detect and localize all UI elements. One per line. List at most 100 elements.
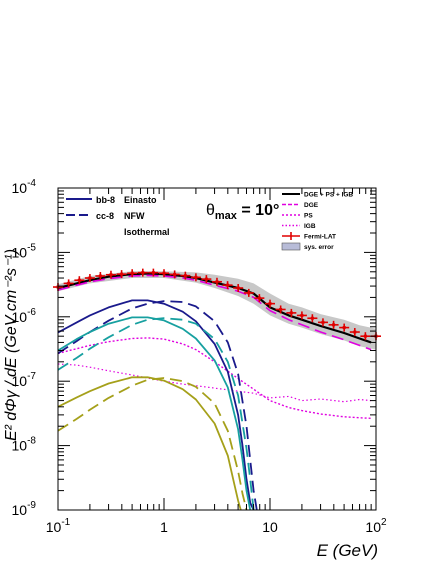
fermi-point-marker <box>151 271 155 275</box>
series-layer <box>57 272 372 511</box>
fermi-point-marker <box>310 316 314 320</box>
fermi-point <box>127 269 138 278</box>
y-tick-exponent: -8 <box>27 436 36 447</box>
fermi-point-marker <box>204 277 208 281</box>
y-axis-ticks: 10-910-810-710-610-510-4 <box>12 178 376 518</box>
fermi-point <box>95 272 106 281</box>
x-tick-label: 10-1 <box>46 517 71 535</box>
y-tick-exponent: -5 <box>27 242 36 253</box>
fermi-point <box>211 277 222 286</box>
fermi-point-marker <box>141 271 145 275</box>
x-tick-label: 10 <box>262 519 278 535</box>
fermi-point <box>137 268 148 277</box>
fermi-point-marker <box>342 326 346 330</box>
fermi-point-marker <box>247 291 251 295</box>
y-tick-exponent: -7 <box>27 371 36 382</box>
x-tick-base: 1 <box>160 519 168 535</box>
fermi-point <box>265 299 275 308</box>
series-line-cc-8-nfw <box>57 317 255 511</box>
fermi-point <box>180 271 191 280</box>
y-tick-label: 10-6 <box>12 307 37 325</box>
left-legend: bb-8 cc-8 Einasto NFW Isothermal <box>66 195 170 237</box>
fermi-point <box>233 284 244 293</box>
fermi-point <box>105 270 116 279</box>
y-tick-exponent: -6 <box>27 307 36 318</box>
right-legend-swatch <box>281 242 301 251</box>
right-legend-label: Fermi-LAT <box>304 234 336 241</box>
right-legend-label: sys. error <box>304 244 334 251</box>
fermi-point <box>254 294 265 303</box>
series-line-bb-8-einasto <box>57 299 255 511</box>
left-legend-profile-einasto: Einasto <box>124 195 157 205</box>
fermi-point-marker <box>215 280 219 284</box>
fermi-point-marker <box>332 323 336 327</box>
y-tick-base: 10 <box>12 438 28 454</box>
fermi-point-marker <box>77 278 81 282</box>
fermi-point <box>222 281 233 290</box>
fermi-point-marker <box>130 271 134 275</box>
fermi-point-marker <box>257 296 261 300</box>
right-legend-label: DGE <box>304 202 319 209</box>
y-axis-label: E² dΦγ / dE (GeV cm⁻²s⁻¹) <box>3 249 20 441</box>
fermi-point-marker <box>120 272 124 276</box>
y-tick-exponent: -4 <box>27 178 36 189</box>
fermi-point-marker <box>268 302 272 306</box>
left-legend-profile-nfw: NFW <box>124 211 145 221</box>
x-tick-exponent: -1 <box>61 517 70 528</box>
fermi-point-marker <box>88 276 92 280</box>
fermi-point-marker <box>236 286 240 290</box>
y-tick-base: 10 <box>12 180 28 196</box>
fermi-point <box>84 274 95 283</box>
fermi-point <box>286 308 297 317</box>
fermi-point <box>307 314 318 323</box>
right-legend-label: PS <box>304 213 313 220</box>
fermi-point-marker <box>109 273 113 277</box>
fermi-point-marker <box>162 271 166 275</box>
plot-frame-rect <box>57 187 377 511</box>
y-tick-label: 10-5 <box>12 242 37 260</box>
fermi-point <box>317 318 328 327</box>
right-legend-label: DGE + PS + IGB <box>304 192 353 199</box>
fermi-point <box>349 328 360 337</box>
series-line-bb-8-isothermal <box>57 376 242 511</box>
fermi-point-marker <box>300 313 304 317</box>
y-tick-label: 10-4 <box>12 178 37 196</box>
fermi-point-marker <box>289 311 293 315</box>
series-line-bb-8-nfw <box>57 316 252 511</box>
fermi-point-marker <box>183 274 187 278</box>
fermi-point-marker <box>353 330 357 334</box>
y-tick-base: 10 <box>12 244 28 260</box>
fermi-point <box>63 279 74 288</box>
fermi-point <box>159 269 169 278</box>
x-tick-base: 10 <box>262 519 278 535</box>
fermi-point <box>296 311 307 320</box>
fermi-point-marker <box>98 274 102 278</box>
fermi-point <box>243 288 254 297</box>
fermi-point-marker <box>194 275 198 279</box>
right-legend: DGE + PS + IGB DGE PS IGB Fermi-LAT sys. erro… <box>281 192 353 251</box>
annotation-theta: θ <box>206 202 215 219</box>
left-legend-label: bb-8 <box>96 195 115 205</box>
series-line-cc-8-isothermal <box>57 377 248 511</box>
left-legend-label: cc-8 <box>96 211 114 221</box>
fermi-point <box>360 332 371 341</box>
annotation-rest: = 10° <box>237 202 279 219</box>
fermi-point <box>169 270 180 279</box>
series-line-cc-8-einasto <box>57 300 258 511</box>
plot-frame <box>57 187 377 511</box>
y-tick-label: 10-7 <box>12 371 37 389</box>
x-tick-label: 1 <box>160 519 168 535</box>
fermi-point-marker <box>226 283 230 287</box>
fermi-point-marker <box>363 334 367 338</box>
annotation-sub: max <box>215 210 238 222</box>
fermi-point-marker <box>321 320 325 324</box>
left-legend-profile-isothermal: Isothermal <box>124 227 170 237</box>
fermi-point <box>74 276 85 285</box>
x-axis-label: E (GeV) <box>317 541 378 560</box>
y-tick-label: 10-8 <box>12 436 37 454</box>
fermi-point-marker <box>67 281 71 285</box>
y-tick-base: 10 <box>12 502 28 518</box>
x-tick-base: 10 <box>365 519 381 535</box>
fermi-point <box>328 320 339 329</box>
